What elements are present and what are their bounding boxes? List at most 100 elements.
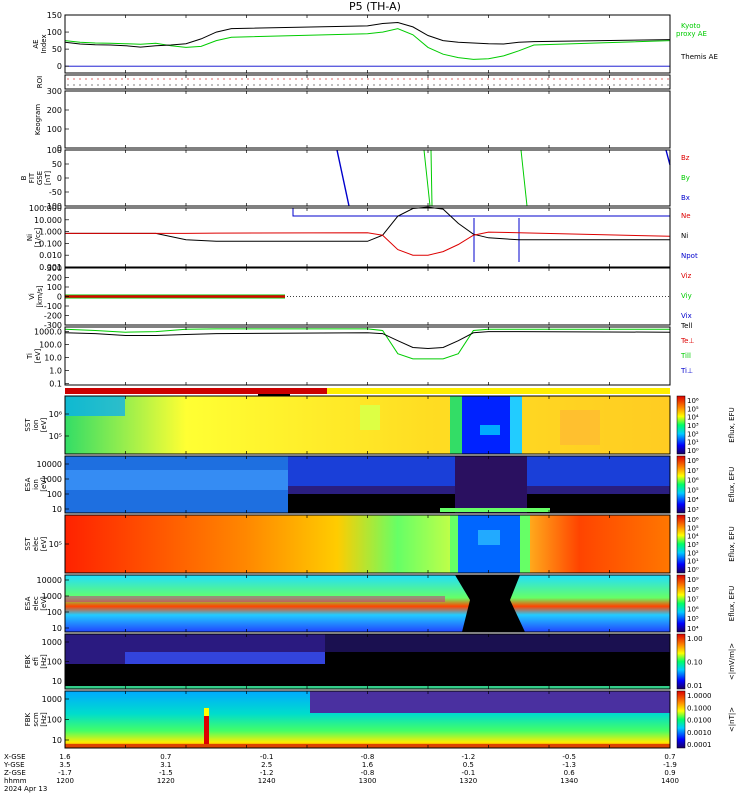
- y-axis-label: ROI: [36, 76, 44, 88]
- roi-dot: [181, 78, 183, 80]
- y-tick-label: 10⁶: [49, 410, 62, 419]
- roi-dot: [475, 78, 477, 80]
- roi-dot: [247, 78, 249, 80]
- spectrogram-block: [204, 708, 209, 748]
- footer-row-label: Z-GSE: [4, 769, 26, 777]
- mode-marker: [258, 394, 290, 396]
- y-tick-label: 1000: [42, 695, 62, 704]
- spectrogram-block: [325, 634, 670, 652]
- y-tick-label: 1.000: [39, 228, 62, 237]
- roi-dot: [589, 84, 591, 86]
- roi-dot: [289, 84, 291, 86]
- roi-dot: [529, 84, 531, 86]
- roi-dot: [445, 84, 447, 86]
- y-axis-label: scm: [32, 712, 40, 726]
- roi-dot: [577, 84, 579, 86]
- roi-dot: [163, 78, 165, 80]
- y-tick-label: 10.0: [44, 354, 62, 363]
- colorbar-tick-label: 0.0100: [687, 717, 712, 725]
- y-axis-label: Ti: [26, 353, 34, 360]
- roi-dot: [223, 78, 225, 80]
- y-tick-label: 0: [57, 144, 62, 153]
- roi-dot: [307, 78, 309, 80]
- roi-dot: [331, 78, 333, 80]
- roi-dot: [217, 78, 219, 80]
- y-axis-label: [eV]: [40, 596, 48, 611]
- legend-entry: Te⊥: [680, 337, 695, 345]
- legend-entry: Till: [680, 352, 691, 360]
- footer-value: 0.7: [664, 753, 675, 761]
- roi-dot: [319, 84, 321, 86]
- roi-dot: [109, 84, 111, 86]
- roi-dot: [559, 78, 561, 80]
- y-axis-label: FIT: [28, 172, 36, 183]
- roi-dot: [145, 84, 147, 86]
- roi-dot: [367, 84, 369, 86]
- y-tick-label: 0: [57, 293, 62, 302]
- colorbar-tick-label: 10⁹: [687, 576, 699, 584]
- y-tick-label: 0.1: [49, 380, 62, 389]
- spectrogram-block: [65, 470, 288, 490]
- colorbar-tick-label: 10¹: [687, 439, 699, 447]
- roi-dot: [241, 84, 243, 86]
- y-tick-label: -50: [49, 188, 62, 197]
- till-line: [64, 328, 670, 360]
- roi-dot: [205, 84, 207, 86]
- roi-panel: ROI: [36, 74, 671, 90]
- roi-dot: [319, 78, 321, 80]
- footer-value: 1220: [157, 777, 175, 785]
- roi-dot: [469, 84, 471, 86]
- roi-dot: [229, 78, 231, 80]
- footer-date: 2024 Apr 13: [4, 785, 47, 793]
- colorbar-label: Eflux, EFU: [728, 407, 736, 442]
- roi-dot: [391, 78, 393, 80]
- colorbar-label: Eflux, EFU: [728, 467, 736, 502]
- footer-value: -1.7: [58, 769, 72, 777]
- roi-dot: [277, 84, 279, 86]
- y-tick-label: 50: [52, 160, 62, 169]
- spectrogram-block: [455, 456, 527, 513]
- spectrogram-fill: [65, 575, 670, 632]
- roi-dot: [577, 78, 579, 80]
- footer-value: 1240: [258, 777, 276, 785]
- roi-dot: [655, 78, 657, 80]
- y-tick-label: 1000: [42, 592, 62, 601]
- y-axis-label: SST: [24, 418, 32, 432]
- legend-entry: Vix: [681, 312, 692, 320]
- roi-dot: [187, 84, 189, 86]
- roi-dot: [625, 84, 627, 86]
- footer-value: 0.9: [664, 769, 675, 777]
- roi-dot: [79, 78, 81, 80]
- y-tick-label: 10: [52, 624, 62, 633]
- roi-dot: [181, 84, 183, 86]
- y-tick-label: -300: [44, 321, 62, 330]
- legend-entry: Ne: [681, 212, 691, 220]
- roi-dot: [571, 78, 573, 80]
- fbk-bfield-spectrogram: 1000 100 10 FBK scm [Hz] 1.0000 0.1000 0.0100 0.0…: [24, 690, 736, 749]
- roi-dot: [235, 78, 237, 80]
- roi-dot: [529, 78, 531, 80]
- roi-dot: [103, 78, 105, 80]
- roi-dot: [547, 84, 549, 86]
- y-tick-label: 100: [47, 146, 62, 155]
- y-tick-label: 0: [57, 174, 62, 183]
- roi-dot: [103, 84, 105, 86]
- spectrogram-block: [478, 530, 500, 545]
- y-axis-label: [1/cc]: [34, 227, 42, 247]
- roi-dot: [565, 84, 567, 86]
- colorbar-label: <|nT|>: [728, 707, 736, 732]
- legend-entry: Kyoto: [681, 22, 701, 30]
- spectrogram-block: [510, 396, 522, 454]
- y-tick-label: 10⁵: [49, 432, 62, 441]
- footer-value: -1.2: [260, 769, 274, 777]
- roi-dot: [463, 78, 465, 80]
- bx-line: [665, 149, 671, 166]
- roi-dot: [469, 78, 471, 80]
- temperature-panel: 1000.0 100.0 10.0 1.0 0.1 Ti [eV] Tell Te⊥ Till Ti…: [26, 322, 695, 389]
- y-axis-label: [Hz]: [40, 712, 48, 727]
